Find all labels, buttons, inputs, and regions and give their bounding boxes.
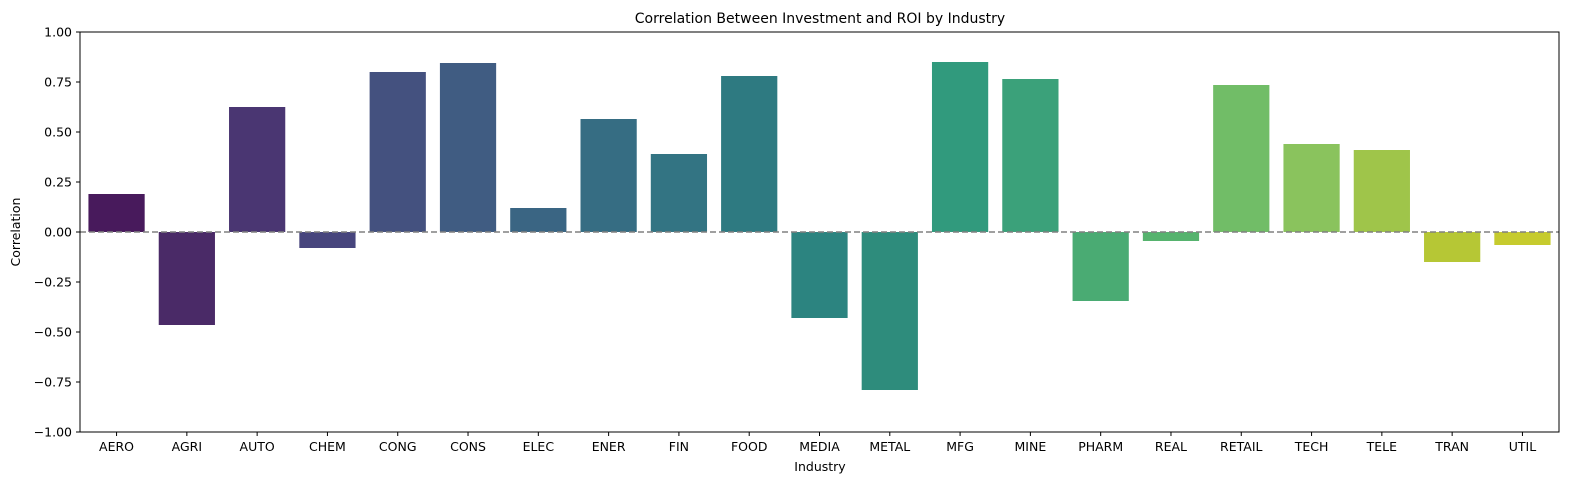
y-tick-label: 0.75 — [44, 75, 72, 90]
x-tick-label: UTIL — [1509, 439, 1536, 454]
bar-ener — [580, 119, 637, 232]
x-tick-label: FOOD — [731, 439, 768, 454]
bar-agri — [158, 232, 215, 325]
x-tick-label: AUTO — [240, 439, 275, 454]
y-tick-label: 0.25 — [44, 175, 72, 190]
bar-media — [791, 232, 848, 318]
x-tick-label: CONS — [450, 439, 486, 454]
x-tick-label: CONG — [379, 439, 417, 454]
x-tick-label: MFG — [946, 439, 974, 454]
bar-cong — [369, 72, 426, 232]
x-tick-label: TECH — [1294, 439, 1329, 454]
x-tick-label: ELEC — [523, 439, 555, 454]
bar-tran — [1424, 232, 1481, 262]
bar-aero — [88, 194, 145, 232]
x-tick-label: PHARM — [1078, 439, 1123, 454]
bar-real — [1142, 232, 1200, 241]
x-tick-label: MINE — [1015, 439, 1047, 454]
x-tick-label: MEDIA — [799, 439, 840, 454]
bar-elec — [510, 208, 567, 232]
x-tick-label: REAL — [1155, 439, 1187, 454]
y-tick-label: −0.50 — [34, 325, 72, 340]
bar-retail — [1213, 85, 1270, 232]
bar-auto — [229, 107, 286, 232]
x-tick-label: FIN — [669, 439, 689, 454]
chart-title: Correlation Between Investment and ROI b… — [635, 11, 1005, 27]
y-tick-label: −0.75 — [34, 375, 72, 390]
bar-fin — [650, 154, 708, 232]
x-tick-label: TRAN — [1434, 439, 1469, 454]
bar-mine — [1002, 79, 1059, 232]
bar-chem — [299, 232, 356, 248]
bars-group — [88, 62, 1551, 390]
y-tick-label: 1.00 — [44, 25, 72, 40]
bar-food — [721, 76, 778, 232]
x-tick-label: CHEM — [309, 439, 346, 454]
y-tick-label: −1.00 — [34, 425, 72, 440]
y-tick-label: 0.00 — [44, 225, 72, 240]
bar-tech — [1283, 144, 1340, 232]
x-tick-label: TELE — [1366, 439, 1397, 454]
x-axis-ticks: AERO AGRI AUTO CHEM CONG CONS ELEC ENER FIN FOOD M… — [99, 432, 1536, 454]
bar-tele — [1353, 150, 1410, 232]
bar-cons — [439, 63, 497, 232]
y-tick-label: −0.25 — [34, 275, 72, 290]
bar-util — [1494, 232, 1551, 245]
x-tick-label: ENER — [592, 439, 626, 454]
bar-metal — [861, 232, 918, 390]
x-axis-label: Industry — [794, 459, 846, 474]
y-axis-ticks: −1.00 −0.75 −0.50 −0.25 0.00 0.25 0.50 0.75 1.00 — [34, 25, 80, 440]
bar-mfg — [931, 62, 989, 232]
x-tick-label: RETAIL — [1220, 439, 1262, 454]
x-tick-label: METAL — [869, 439, 910, 454]
x-tick-label: AERO — [99, 439, 134, 454]
y-tick-label: 0.50 — [44, 125, 72, 140]
bar-pharm — [1072, 232, 1129, 301]
x-tick-label: AGRI — [172, 439, 202, 454]
y-axis-label: Correlation — [8, 198, 23, 267]
